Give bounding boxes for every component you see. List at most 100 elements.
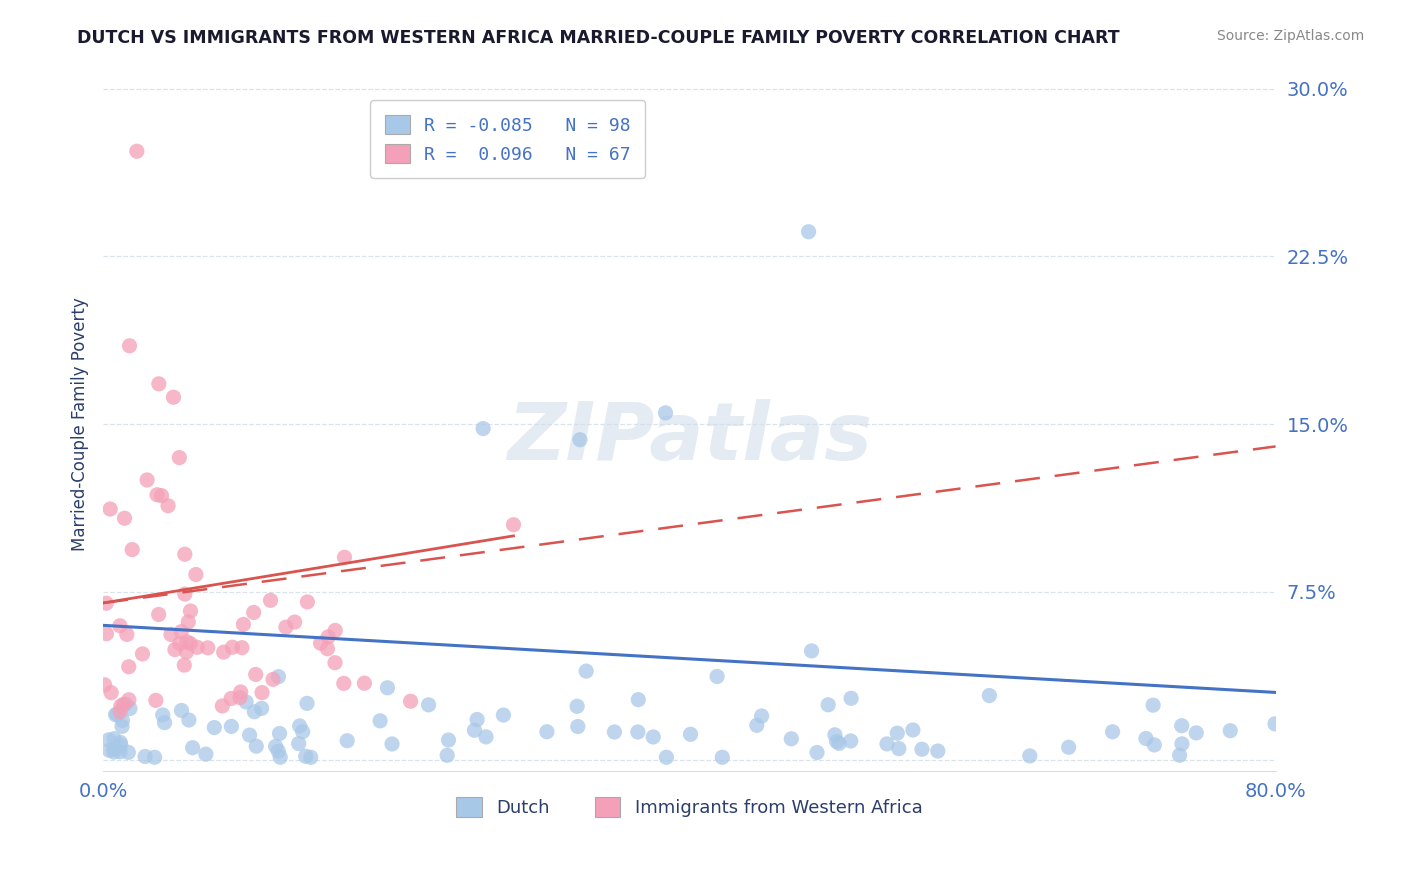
Point <box>568 433 591 447</box>
Point <box>173 587 195 601</box>
Point <box>259 593 281 607</box>
Point <box>148 376 170 391</box>
Point <box>1168 748 1191 763</box>
Point <box>806 746 828 760</box>
Point <box>110 735 132 749</box>
Point <box>1135 731 1157 746</box>
Point <box>169 636 191 650</box>
Point <box>229 690 252 705</box>
Point <box>745 718 768 732</box>
Point <box>751 709 773 723</box>
Point <box>118 659 141 673</box>
Point <box>121 542 143 557</box>
Point <box>179 636 201 650</box>
Text: ZIPatlas: ZIPatlas <box>506 399 872 477</box>
Point <box>643 730 665 744</box>
Point <box>1018 748 1040 763</box>
Point <box>309 636 332 650</box>
Point <box>157 499 180 513</box>
Point <box>148 607 170 622</box>
Point <box>399 694 422 708</box>
Point <box>567 719 589 733</box>
Point <box>114 697 136 711</box>
Point <box>202 721 225 735</box>
Point <box>108 705 131 719</box>
Point <box>291 724 314 739</box>
Point <box>465 713 488 727</box>
Point <box>353 676 375 690</box>
Point <box>160 627 183 641</box>
Point <box>111 714 134 728</box>
Point <box>184 567 207 582</box>
Point <box>780 731 803 746</box>
Point <box>112 698 135 712</box>
Point <box>118 692 141 706</box>
Point <box>150 489 173 503</box>
Point <box>118 339 141 353</box>
Point <box>706 669 728 683</box>
Point <box>110 739 132 753</box>
Y-axis label: Married-Couple Family Poverty: Married-Couple Family Poverty <box>72 297 89 551</box>
Point <box>1142 698 1164 713</box>
Point <box>211 698 233 713</box>
Point <box>221 719 243 733</box>
Point <box>1170 719 1192 733</box>
Point <box>711 750 734 764</box>
Point <box>250 701 273 715</box>
Point <box>927 744 949 758</box>
Point <box>269 750 291 764</box>
Point <box>170 624 193 639</box>
Point <box>231 640 253 655</box>
Point <box>655 750 678 764</box>
Point <box>463 723 485 738</box>
Point <box>536 724 558 739</box>
Point <box>108 745 131 759</box>
Point <box>901 723 924 737</box>
Point <box>1057 740 1080 755</box>
Point <box>197 640 219 655</box>
Point <box>181 740 204 755</box>
Point <box>800 644 823 658</box>
Point <box>221 640 243 655</box>
Point <box>979 689 1001 703</box>
Point <box>153 715 176 730</box>
Point <box>136 473 159 487</box>
Point <box>437 733 460 747</box>
Point <box>118 701 141 715</box>
Point <box>418 698 440 712</box>
Point <box>212 645 235 659</box>
Point <box>333 676 356 690</box>
Point <box>436 748 458 763</box>
Point <box>323 656 346 670</box>
Point <box>264 739 287 754</box>
Point <box>377 681 399 695</box>
Point <box>679 727 702 741</box>
Point <box>143 750 166 764</box>
Point <box>267 670 290 684</box>
Point <box>100 686 122 700</box>
Point <box>177 713 200 727</box>
Point <box>98 743 121 757</box>
Point <box>111 719 134 733</box>
Point <box>239 728 262 742</box>
Point <box>105 707 128 722</box>
Point <box>797 225 820 239</box>
Point <box>475 730 498 744</box>
Point <box>97 732 120 747</box>
Point <box>565 699 588 714</box>
Point <box>194 747 217 761</box>
Point <box>134 749 156 764</box>
Point <box>336 733 359 747</box>
Text: DUTCH VS IMMIGRANTS FROM WESTERN AFRICA MARRIED-COUPLE FAMILY POVERTY CORRELATIO: DUTCH VS IMMIGRANTS FROM WESTERN AFRICA … <box>77 29 1121 46</box>
Point <box>173 658 195 673</box>
Point <box>169 450 191 465</box>
Point <box>627 725 650 739</box>
Point <box>170 703 193 717</box>
Point <box>152 707 174 722</box>
Point <box>825 734 848 748</box>
Point <box>108 619 131 633</box>
Point <box>575 664 598 678</box>
Point <box>186 640 208 655</box>
Point <box>502 517 524 532</box>
Text: Source: ZipAtlas.com: Source: ZipAtlas.com <box>1216 29 1364 43</box>
